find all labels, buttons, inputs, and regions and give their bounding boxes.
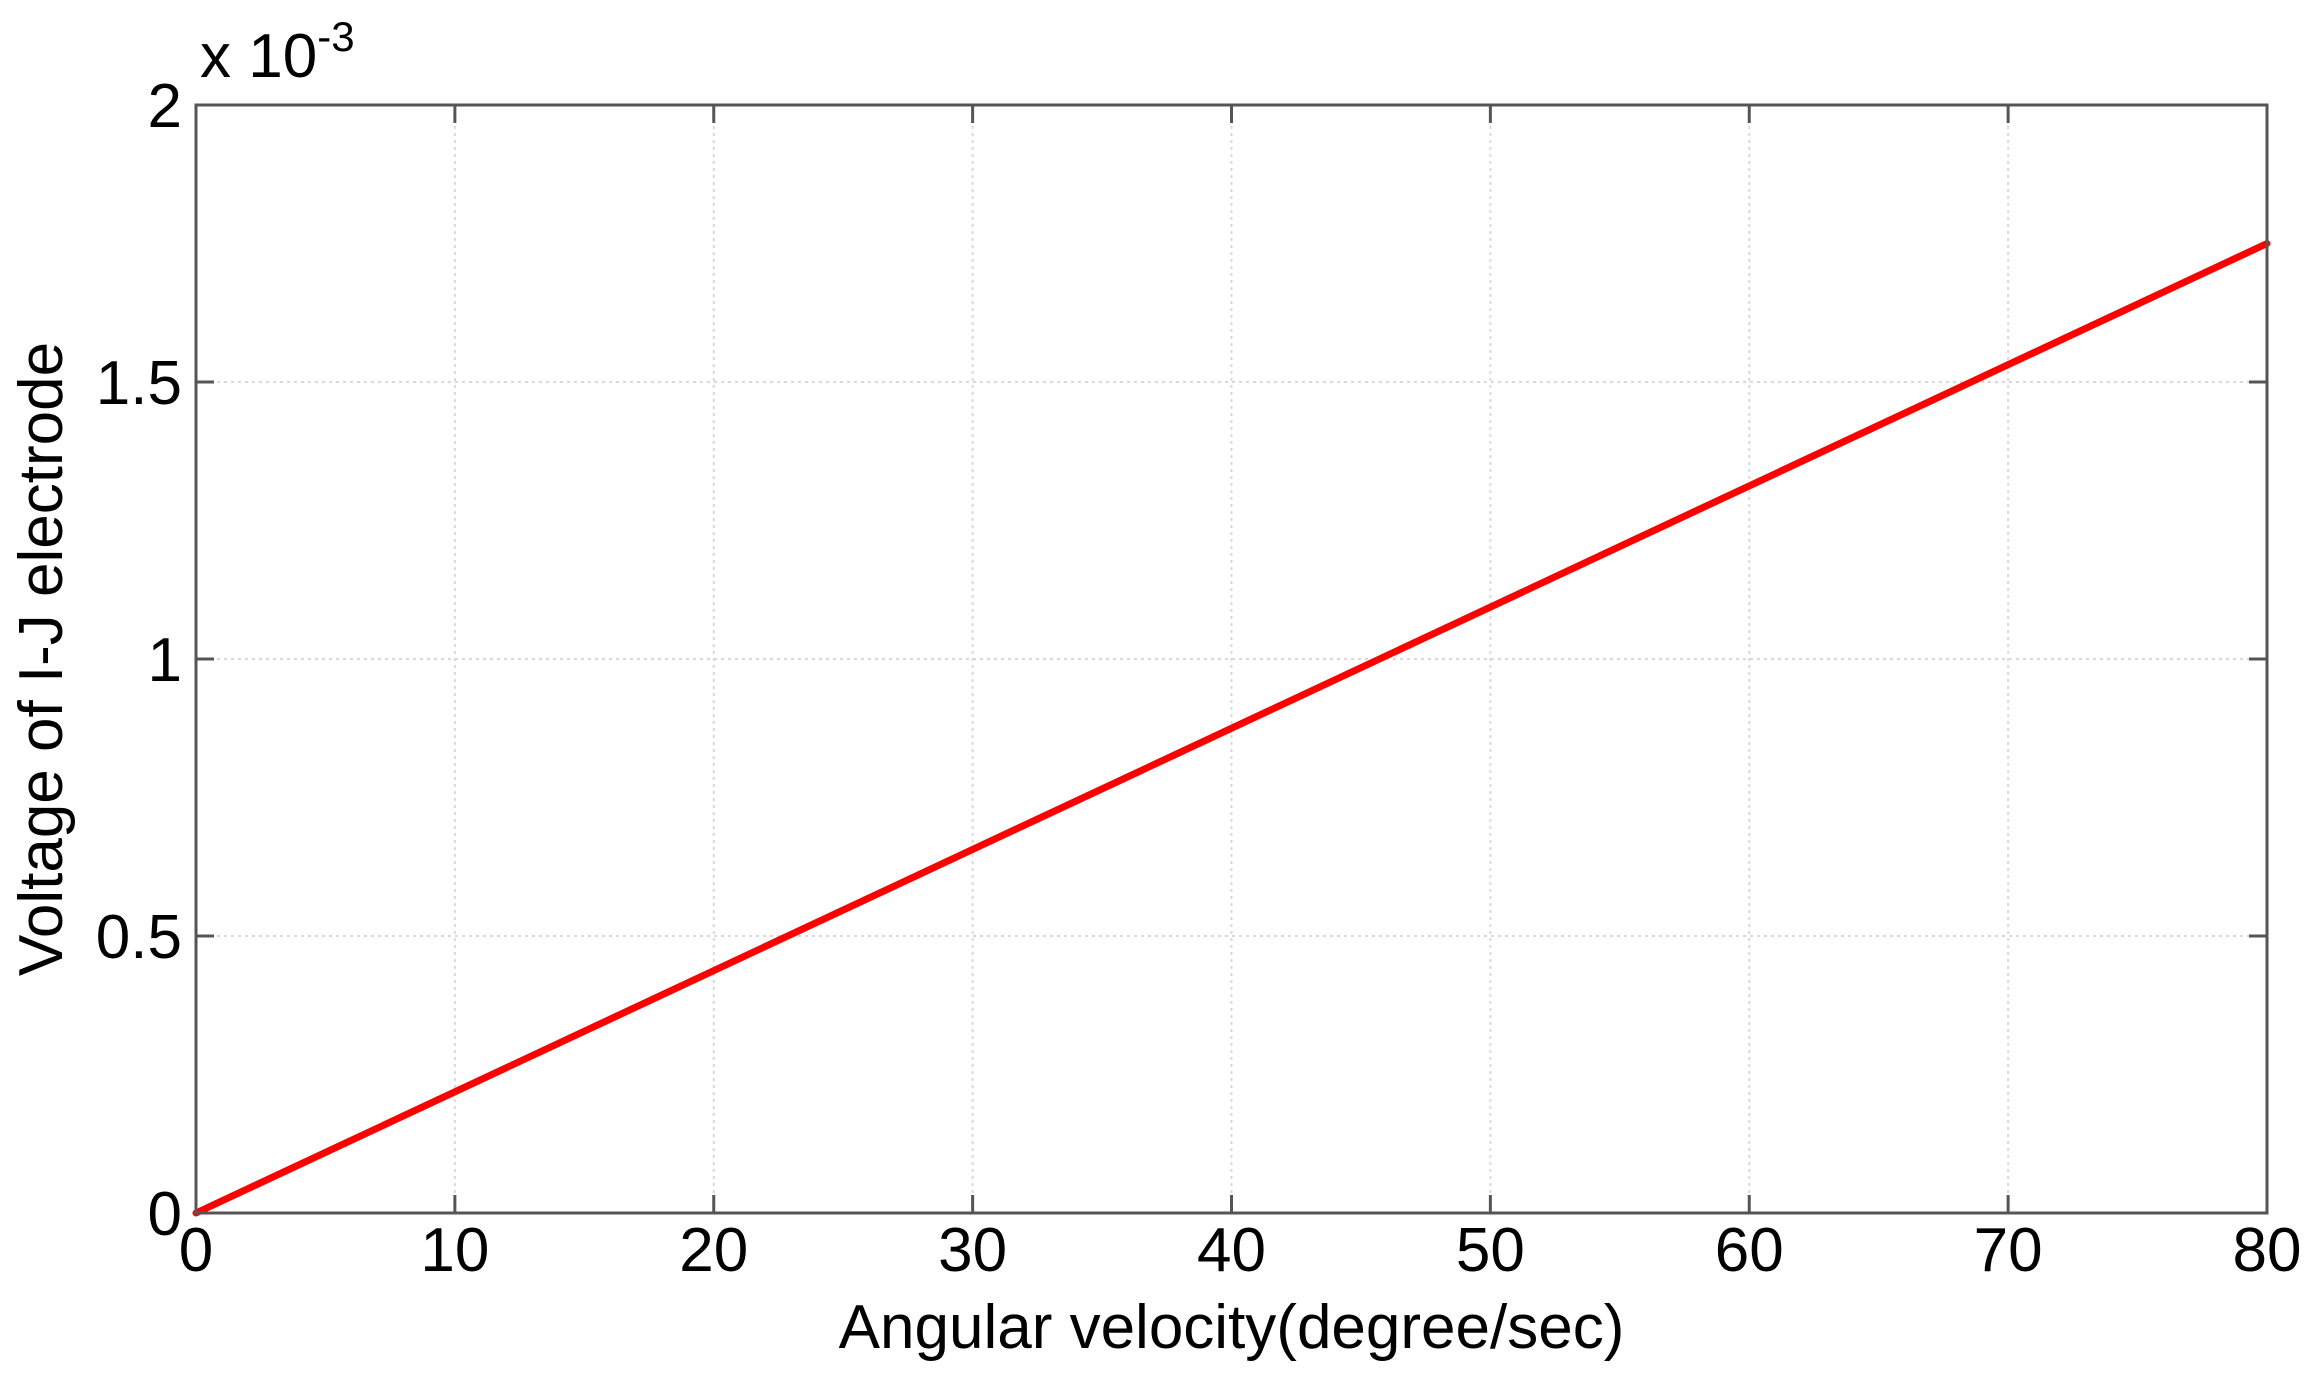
x-tick-label: 40	[1197, 1216, 1266, 1285]
series-line	[192, 240, 2271, 1217]
x-tick-label: 20	[679, 1216, 748, 1285]
y-tick-label: 1.5	[96, 349, 182, 418]
y-tick-labels: 0 0.5 1 1.5 2	[96, 72, 182, 1249]
y-exponent-power: -3	[317, 13, 354, 60]
x-tick-label: 60	[1715, 1216, 1784, 1285]
x-tick-label: 50	[1456, 1216, 1525, 1285]
x-tick-labels: 0 10 20 30 40 50 60 70 80	[179, 1216, 2302, 1285]
y-exponent-label: x 10-3	[200, 13, 355, 91]
x-tick-label: 70	[1974, 1216, 2043, 1285]
y-tick-label: 0	[148, 1180, 182, 1249]
y-tick-label: 1	[148, 626, 182, 695]
x-axis-label: Angular velocity(degree/sec)	[839, 1293, 1625, 1362]
x-tick-label: 10	[420, 1216, 489, 1285]
y-axis-label: Voltage of I-J electrode	[7, 342, 76, 976]
x-tick-label: 80	[2233, 1216, 2302, 1285]
y-exponent-base: x 10	[200, 22, 317, 91]
series-layer	[192, 240, 2271, 1217]
y-tick-label: 0.5	[96, 903, 182, 972]
x-tick-label: 0	[179, 1216, 213, 1285]
y-tick-label: 2	[148, 72, 182, 141]
x-tick-label: 30	[938, 1216, 1007, 1285]
grid	[196, 105, 2267, 1213]
tick-marks	[194, 103, 2269, 1215]
